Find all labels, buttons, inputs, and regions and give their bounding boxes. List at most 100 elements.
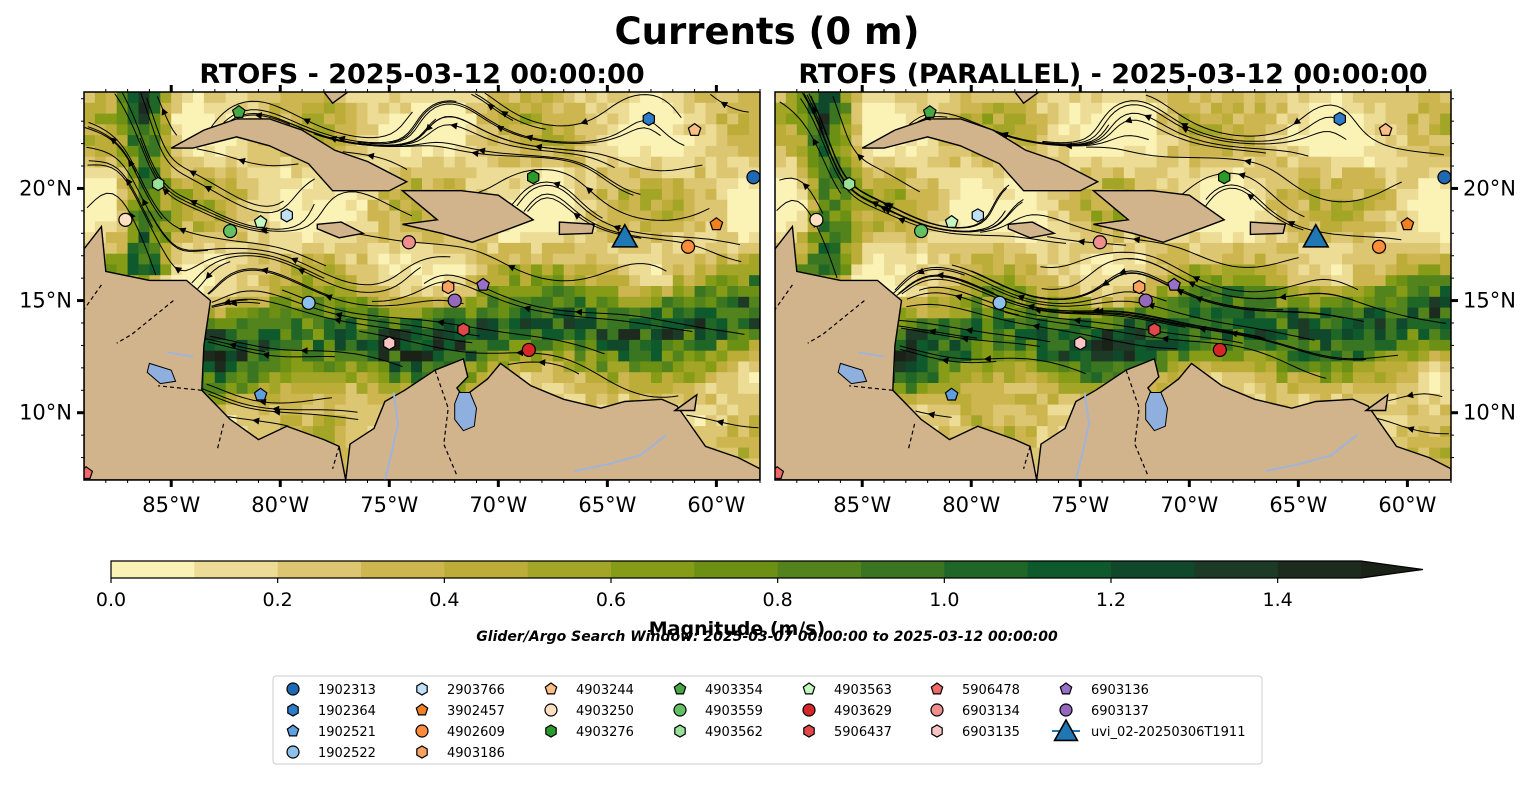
land-hispaniola: [400, 189, 535, 244]
panel-title: RTOFS (PARALLEL) - 2025-03-12 00:00:00: [798, 59, 1427, 90]
streamline-arrow: [885, 203, 894, 210]
marker-1902364: [642, 111, 656, 127]
marker-1902522: [301, 295, 316, 310]
streamline-arrow: [205, 271, 213, 280]
panel-title: RTOFS - 2025-03-12 00:00:00: [199, 59, 644, 90]
legend-item: 6903136: [1059, 682, 1149, 698]
streamline-arrow: [857, 153, 865, 161]
streamline-arrow: [613, 225, 621, 232]
land-trinidad: [672, 393, 698, 412]
lake-nicaragua: [837, 362, 868, 385]
streamline-arrow: [128, 159, 135, 168]
legend-item: 6903134: [930, 703, 1020, 719]
streamline-arrow: [300, 347, 308, 355]
streamlines: [776, 92, 1449, 435]
streamline-arrow: [1064, 142, 1072, 150]
marker-4903186: [441, 279, 455, 295]
streamline-arrow: [1181, 126, 1189, 134]
legend-item: 4903629: [802, 703, 892, 719]
country-border: [216, 423, 225, 451]
marker-5906437: [457, 322, 470, 337]
legend-item: 1902364: [287, 703, 376, 719]
marker-4903629: [521, 342, 536, 358]
streamline: [342, 151, 408, 170]
streamline-arrow: [161, 107, 169, 116]
streamline-arrow: [573, 212, 581, 220]
streamline-arrow: [500, 110, 509, 118]
legend-label: 5906437: [834, 725, 892, 740]
marker-6903136: [1167, 277, 1181, 291]
streamline: [474, 93, 546, 130]
legend-item: 4903276: [545, 724, 634, 740]
map-panel-rtofs: RTOFS - 2025-03-12 00:00:00 85°W 80°W 75°W…: [19, 59, 761, 517]
legend-label: 4903244: [576, 683, 634, 698]
legend-label: 4903186: [447, 746, 505, 761]
streamline-arrow: [580, 118, 589, 125]
map-frame: [774, 91, 1452, 481]
map-area[interactable]: 85°W 80°W 75°W 70°W 65°W 60°W 10°N 15°N 20°N: [19, 85, 761, 517]
river: [1265, 434, 1358, 472]
streamline: [208, 341, 336, 358]
land-cuba: [170, 118, 409, 192]
axis-ticks: 85°W 80°W 75°W 70°W 65°W 60°W 10°N 15°N 20°N: [796, 85, 1516, 517]
country-border: [807, 300, 865, 344]
country-border: [434, 369, 458, 476]
streamline-arrow: [1293, 117, 1302, 125]
legend-label: 4903563: [834, 683, 892, 698]
land-jamaica: [316, 221, 366, 239]
streamline-arrow: [109, 137, 118, 145]
marker-6903137: [1138, 293, 1153, 308]
country-border: [775, 284, 793, 310]
country-border: [907, 423, 916, 451]
legend-item: 4903186: [416, 745, 505, 761]
marker-1902521: [944, 387, 959, 401]
marker-6903136: [476, 277, 490, 291]
legend-marker-4903562: [674, 724, 686, 738]
streamline-arrow: [366, 152, 375, 160]
legend-marker-6903137: [1059, 703, 1073, 717]
streamline: [1181, 172, 1305, 218]
streamline-arrow: [552, 181, 561, 189]
legend-item: 4903562: [674, 724, 763, 740]
streamline-arrow: [204, 185, 213, 193]
marker-4903559: [223, 223, 238, 239]
streamline: [191, 255, 421, 293]
lat-tick-label: 10°N: [19, 401, 72, 425]
colorbar-segment: [361, 561, 445, 578]
marker-6903134: [401, 235, 417, 250]
legend-marker-6903136: [1059, 682, 1073, 695]
streamline-arrow: [189, 200, 198, 207]
colorbar-tick-label: 0.8: [763, 589, 793, 611]
map-area[interactable]: 85°W 80°W 75°W 70°W 65°W 60°W 10°N 15°N 20°N: [771, 85, 1516, 517]
lon-tick-label: 70°W: [469, 493, 527, 517]
streamline-arrow: [575, 308, 583, 316]
platform-markers: [775, 104, 1451, 480]
streamline-arrow: [936, 271, 944, 279]
legend-label: 4903562: [705, 725, 763, 740]
streamline: [803, 93, 1006, 232]
legend-item: 4903354: [673, 682, 763, 698]
legend-label: 5906478: [962, 683, 1020, 698]
marker-2903766: [280, 208, 293, 223]
streamline: [906, 303, 1177, 350]
river: [857, 351, 885, 358]
legend-marker-6903134: [930, 703, 944, 717]
legend-item: 4903563: [802, 682, 892, 698]
country-border: [116, 300, 174, 344]
streamline-arrow: [585, 186, 594, 195]
colorbar-segment: [694, 561, 779, 578]
colorbar-segment: [444, 561, 529, 578]
lake-maracaibo: [454, 392, 478, 432]
legend-label: 1902521: [318, 725, 376, 740]
streamline: [211, 290, 480, 337]
legend-item: 4902609: [415, 724, 505, 740]
streamline-arrow: [260, 267, 269, 275]
legend-item: 1902313: [286, 682, 376, 698]
legend-marker-4903629: [802, 703, 816, 717]
streamline: [1205, 187, 1304, 231]
streamline-arrow: [538, 359, 546, 366]
streamline-arrow: [1192, 276, 1201, 283]
streamline-arrow: [1180, 123, 1189, 130]
streamline: [478, 168, 710, 221]
